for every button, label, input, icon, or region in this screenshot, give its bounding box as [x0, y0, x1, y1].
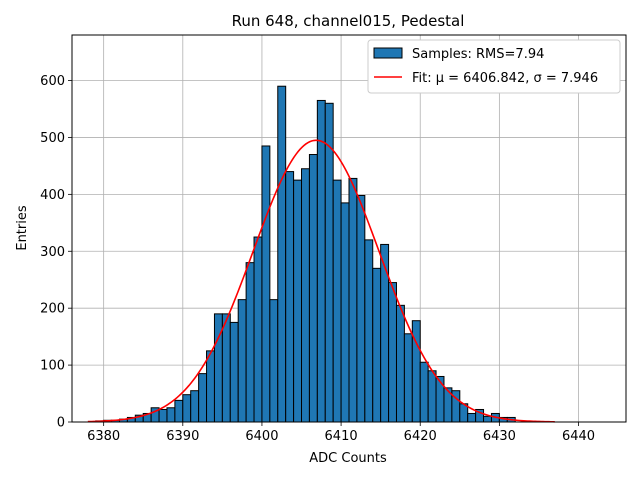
histogram-bar: [435, 375, 445, 423]
y-tick-label: 300: [40, 245, 65, 260]
histogram-bar: [332, 179, 342, 423]
histogram-bar: [340, 202, 350, 423]
y-axis-label: Entries: [15, 205, 30, 251]
histogram-bar: [467, 412, 477, 423]
histogram-bars: [95, 85, 516, 423]
histogram-bar: [308, 154, 318, 423]
legend-histogram-label: Samples: RMS=7.94: [412, 47, 544, 62]
fit-curve: [87, 139, 555, 423]
histogram-bar: [427, 370, 437, 423]
histogram-bar: [261, 145, 271, 423]
histogram-bar: [245, 262, 255, 423]
y-axis: 0 100 200 300 400 500 600: [40, 74, 72, 431]
histogram-bar: [190, 390, 200, 423]
y-tick-label: 200: [40, 302, 65, 317]
histogram-bar: [395, 304, 405, 423]
y-tick-label: 100: [40, 359, 65, 374]
histogram-bar: [253, 236, 263, 423]
x-tick-label: 6400: [245, 429, 278, 444]
x-tick-label: 6390: [166, 429, 199, 444]
y-tick-label: 600: [40, 74, 65, 89]
histogram-bar: [380, 243, 390, 423]
x-tick-label: 6380: [87, 429, 120, 444]
histogram-bar: [364, 239, 374, 423]
legend-fit-label: Fit: μ = 6406.842, σ = 7.946: [412, 71, 598, 86]
histogram-bar: [348, 177, 358, 423]
x-tick-label: 6430: [483, 429, 516, 444]
x-tick-label: 6410: [325, 429, 358, 444]
legend-histogram-swatch: [373, 47, 403, 59]
histogram-bar: [174, 399, 184, 423]
histogram-bar: [316, 99, 326, 423]
histogram-bar: [158, 408, 168, 423]
histogram-bar: [285, 171, 295, 423]
histogram-bar: [206, 350, 215, 423]
histogram-bar: [237, 299, 247, 423]
histogram-bar: [356, 194, 366, 423]
legend: Samples: RMS=7.94 Fit: μ = 6406.842, σ =…: [367, 39, 621, 94]
plot-frame: [71, 34, 627, 423]
histogram-bar: [483, 415, 492, 423]
plot-area: [71, 34, 627, 423]
histogram-bar: [403, 333, 413, 423]
y-tick-label: 0: [57, 416, 65, 431]
histogram-bar: [293, 179, 303, 423]
histogram-bar: [372, 267, 382, 423]
histogram-bar: [301, 168, 310, 423]
x-axis: 6380 6390 6400 6410 6420 6430 6440: [87, 422, 595, 444]
histogram-bar: [229, 321, 239, 423]
histogram-bar: [419, 361, 429, 423]
x-axis-label: ADC Counts: [309, 451, 387, 466]
histogram-bar: [269, 299, 279, 423]
x-tick-label: 6420: [404, 429, 437, 444]
histogram-bar: [198, 373, 208, 423]
histogram-bar: [388, 282, 397, 423]
legend-box: [367, 39, 621, 94]
histogram-bar: [277, 85, 287, 423]
histogram-bar: [324, 102, 334, 423]
histogram-bar: [221, 313, 231, 423]
x-tick-label: 6440: [562, 429, 595, 444]
y-tick-label: 500: [40, 131, 65, 146]
y-tick-label: 400: [40, 188, 65, 203]
chart-title: Run 648, channel015, Pedestal: [232, 12, 465, 30]
histogram-bar: [166, 407, 176, 423]
histogram-bar: [182, 394, 192, 423]
